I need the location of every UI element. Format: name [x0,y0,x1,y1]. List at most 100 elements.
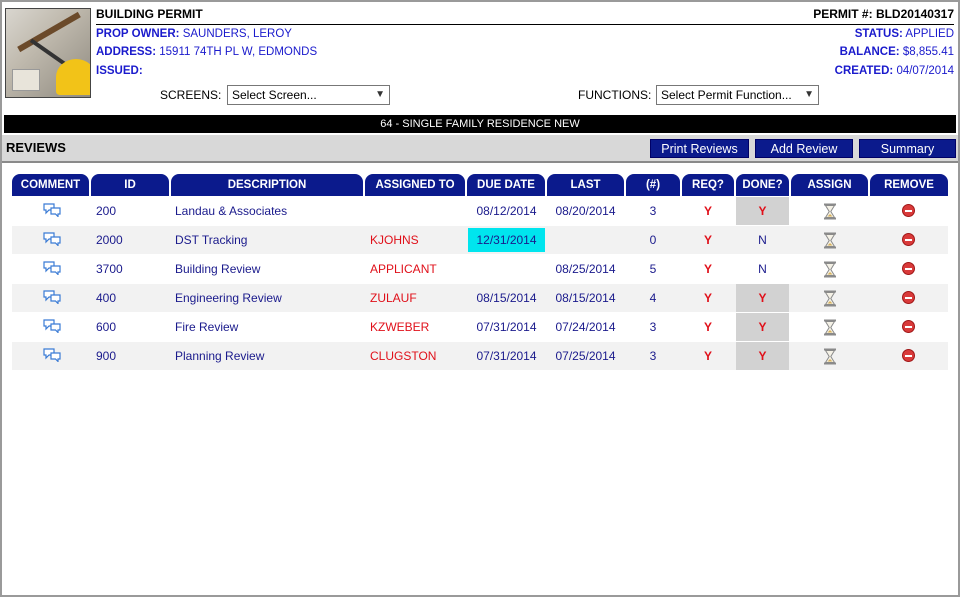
prop-owner-value: SAUNDERS, LEROY [182,28,292,40]
row-done: N [758,262,767,276]
col-header-done[interactable]: DONE? [736,174,789,196]
remove-circle-icon[interactable] [902,291,915,304]
row-due-date [468,255,545,283]
functions-select[interactable]: Select Permit Function... ▼ [656,85,819,105]
row-id[interactable]: 3700 [96,262,123,276]
permit-photo [5,8,91,98]
table-row: 3700 Building Review APPLICANT 08/25/201… [12,255,948,283]
status: STATUS: APPLIED [855,28,954,40]
row-description[interactable]: Fire Review [175,320,239,334]
permit-title: BUILDING PERMIT [96,7,203,21]
permit-number: PERMIT #: BLD20140317 [813,7,954,21]
col-header-req[interactable]: REQ? [682,174,734,196]
header-divider [96,24,954,25]
permit-number-value: BLD20140317 [875,7,954,21]
row-last: 07/24/2014 [555,320,616,334]
remove-circle-icon[interactable] [902,233,915,246]
hourglass-icon[interactable] [823,319,837,336]
row-last [547,226,624,254]
row-req: Y [703,204,712,218]
row-id[interactable]: 600 [96,320,117,334]
row-assigned-to [370,197,465,225]
table-row: 2000 DST Tracking KJOHNS 12/31/2014 0 Y … [12,226,948,254]
row-assigned-to: CLUGSTON [370,349,437,363]
balance-label: BALANCE: [839,46,900,58]
row-count: 5 [649,262,657,276]
print-reviews-button[interactable]: Print Reviews [650,139,749,158]
col-header-assigned-to[interactable]: ASSIGNED TO [365,174,465,196]
summary-button[interactable]: Summary [859,139,956,158]
speech-bubbles-icon[interactable] [43,290,61,304]
created-value: 04/07/2014 [896,65,954,77]
hourglass-icon[interactable] [823,261,837,278]
row-req: Y [703,291,712,305]
row-id[interactable]: 400 [96,291,117,305]
screens-select-value: Select Screen... [232,88,317,102]
row-count: 3 [649,204,657,218]
col-header-last[interactable]: LAST [547,174,624,196]
functions-label: FUNCTIONS: [578,88,652,102]
hourglass-icon[interactable] [823,290,837,307]
issued-label: ISSUED: [96,65,143,77]
row-due-date: 07/31/2014 [476,320,537,334]
col-header-count[interactable]: (#) [626,174,680,196]
col-header-description[interactable]: DESCRIPTION [171,174,363,196]
col-header-remove: REMOVE [870,174,948,196]
permit-type-banner: 64 - SINGLE FAMILY RESIDENCE NEW [4,115,956,133]
balance-value: $8,855.41 [902,46,954,58]
chevron-down-icon: ▼ [804,89,814,100]
remove-circle-icon[interactable] [902,204,915,217]
row-description[interactable]: Engineering Review [175,291,282,305]
row-description[interactable]: DST Tracking [175,233,248,247]
row-req: Y [703,233,712,247]
table-row: 900 Planning Review CLUGSTON 07/31/2014 … [12,342,948,370]
remove-circle-icon[interactable] [902,349,915,362]
hourglass-icon[interactable] [823,348,837,365]
row-count: 3 [649,349,657,363]
row-id[interactable]: 200 [96,204,117,218]
chevron-down-icon: ▼ [375,89,385,100]
row-done: Y [736,313,789,341]
address: ADDRESS: 15911 74TH PL W, EDMONDS [96,46,317,58]
table-row: 400 Engineering Review ZULAUF 08/15/2014… [12,284,948,312]
speech-bubbles-icon[interactable] [43,319,61,333]
row-due-date: 08/15/2014 [476,291,537,305]
row-description[interactable]: Building Review [175,262,261,276]
remove-circle-icon[interactable] [902,320,915,333]
row-last: 08/20/2014 [555,204,616,218]
speech-bubbles-icon[interactable] [43,348,61,362]
row-description[interactable]: Landau & Associates [175,204,288,218]
col-header-id[interactable]: ID [91,174,169,196]
row-assigned-to: KJOHNS [370,233,419,247]
remove-circle-icon[interactable] [902,262,915,275]
created: CREATED: 04/07/2014 [835,65,954,77]
row-last: 07/25/2014 [555,349,616,363]
screens-select[interactable]: Select Screen... ▼ [227,85,390,105]
col-header-due-date[interactable]: DUE DATE [467,174,545,196]
speech-bubbles-icon[interactable] [43,203,61,217]
row-count: 3 [649,320,657,334]
hourglass-icon[interactable] [823,203,837,220]
screens-label: SCREENS: [160,88,222,102]
add-review-button[interactable]: Add Review [755,139,853,158]
speech-bubbles-icon[interactable] [43,232,61,246]
row-description[interactable]: Planning Review [175,349,265,363]
hourglass-icon[interactable] [823,232,837,249]
balance: BALANCE: $8,855.41 [840,46,954,58]
row-id[interactable]: 2000 [96,233,123,247]
row-done: Y [736,342,789,370]
speech-bubbles-icon[interactable] [43,261,61,275]
address-label: ADDRESS: [96,46,157,58]
status-label: STATUS: [854,28,903,40]
row-done: Y [736,197,789,225]
row-req: Y [703,320,712,334]
row-last: 08/15/2014 [555,291,616,305]
col-header-assign: ASSIGN [791,174,868,196]
row-id[interactable]: 900 [96,349,117,363]
functions-select-value: Select Permit Function... [661,88,792,102]
row-count: 0 [649,233,657,247]
row-req: Y [703,349,712,363]
row-count: 4 [649,291,657,305]
prop-owner: PROP OWNER: SAUNDERS, LEROY [96,28,292,40]
